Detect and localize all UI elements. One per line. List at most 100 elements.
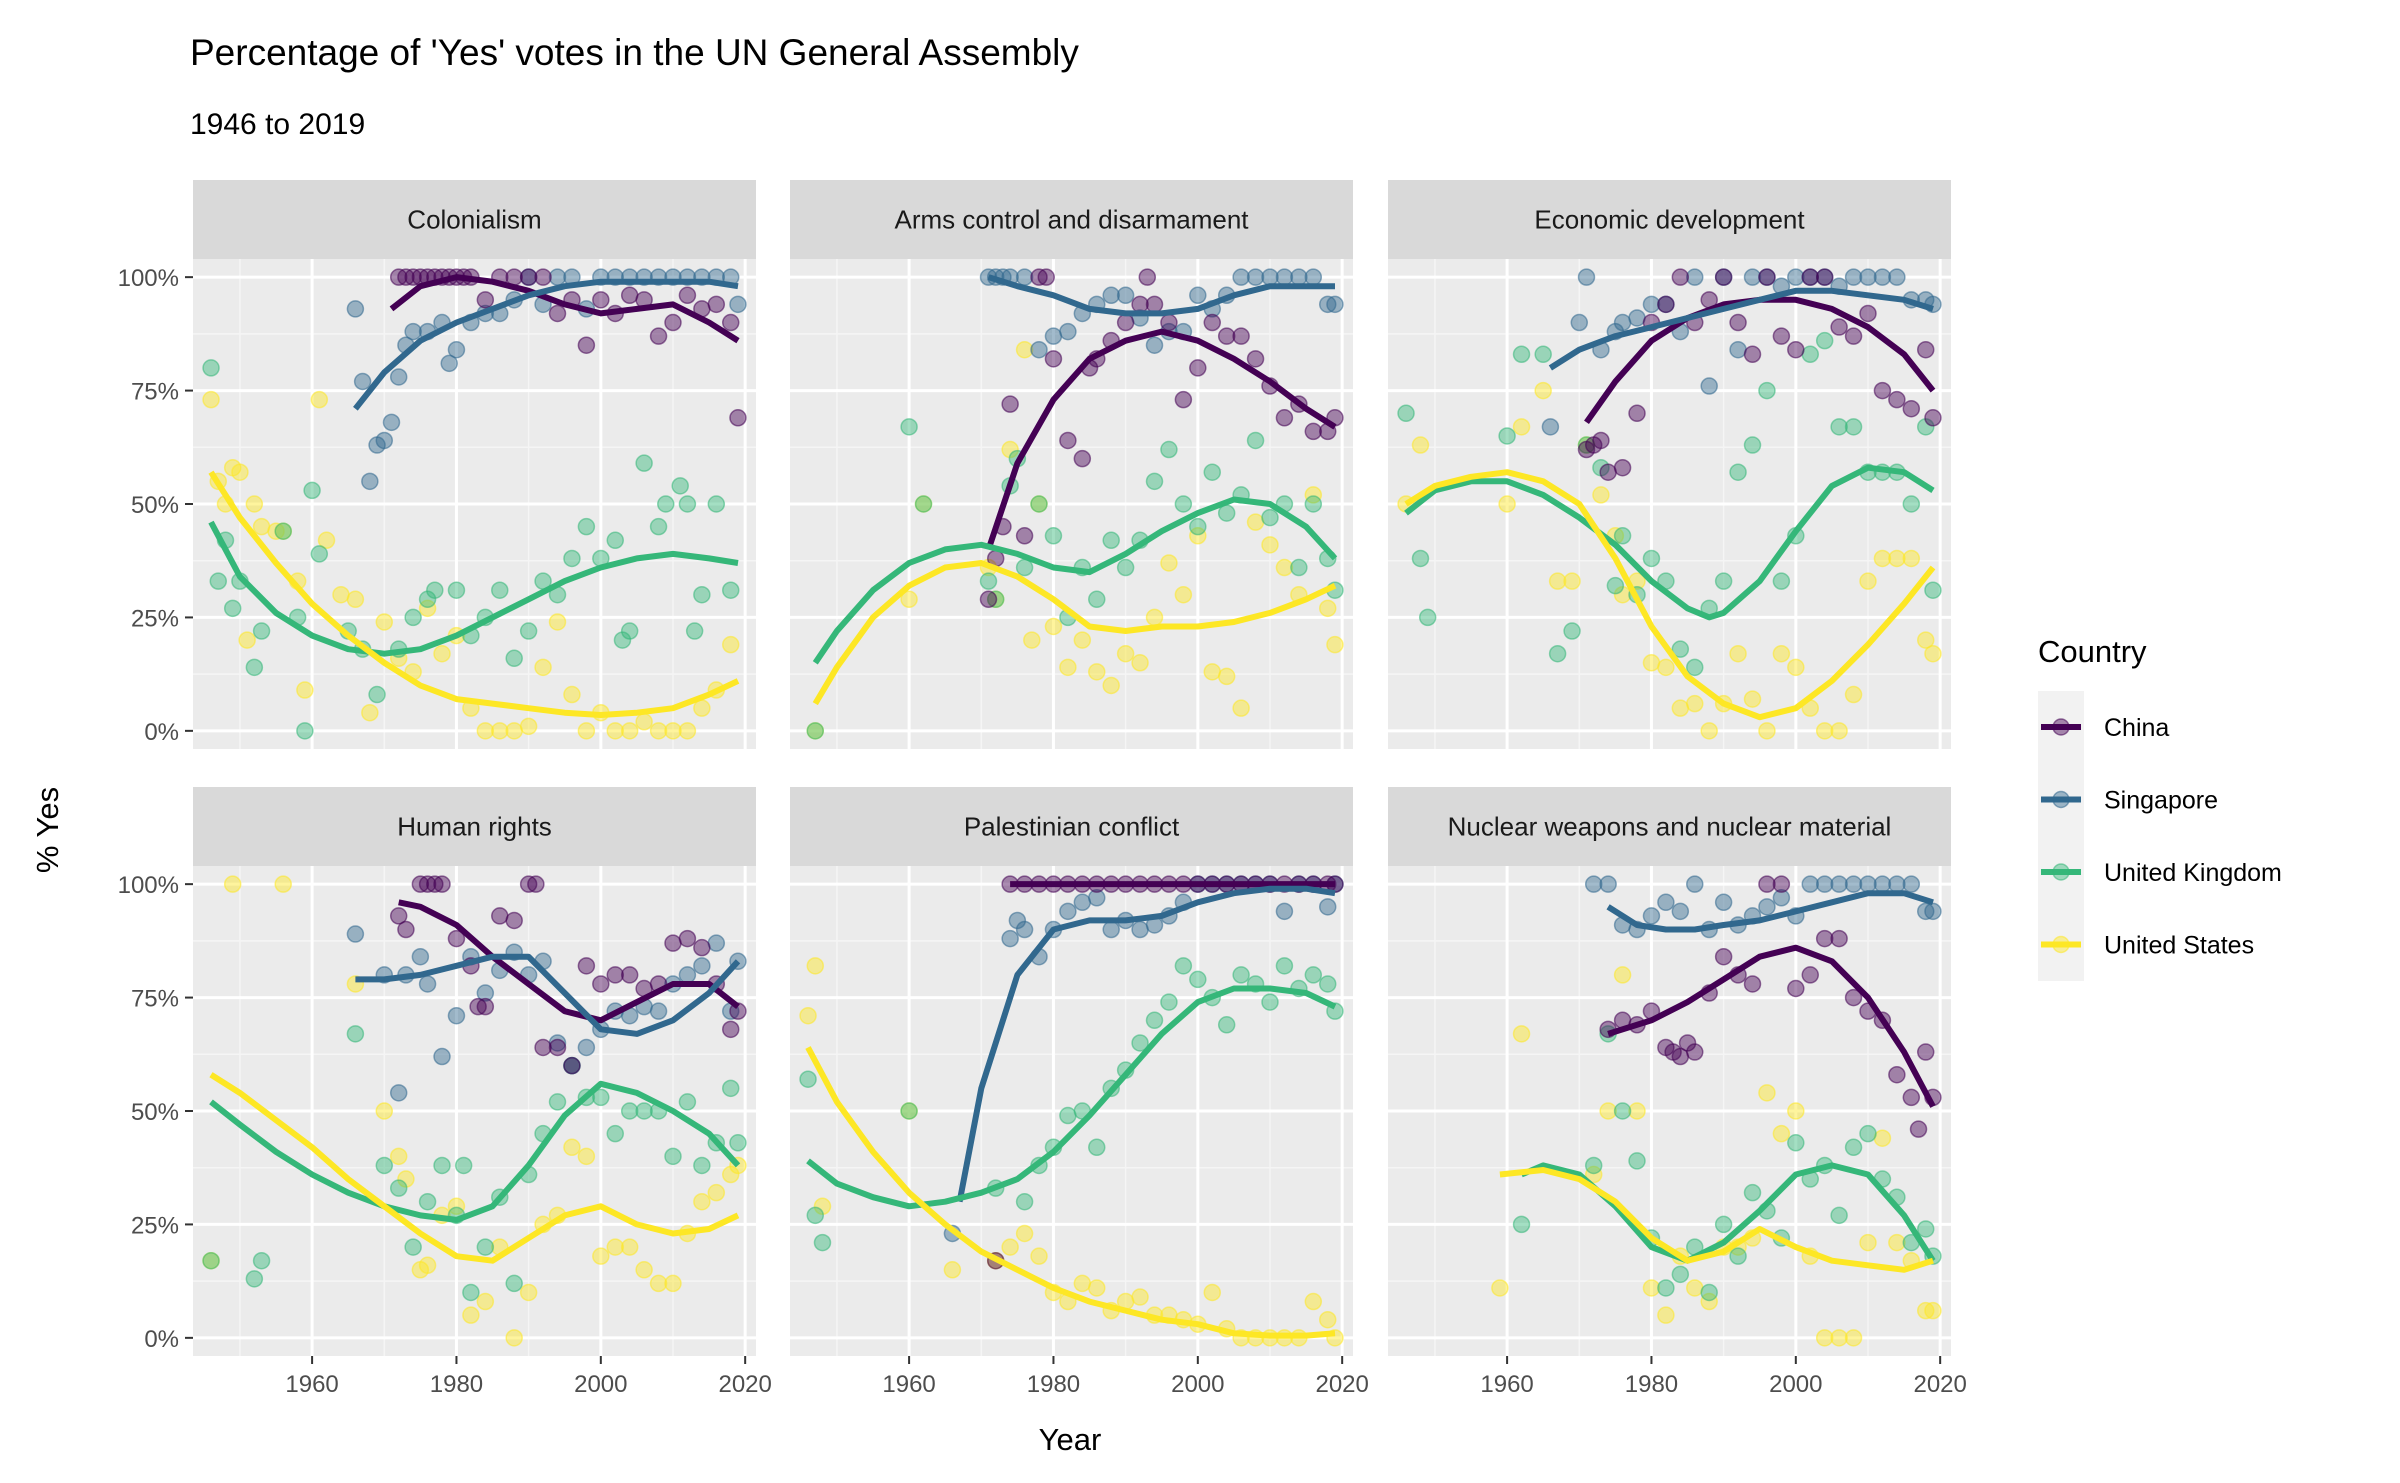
legend-point <box>2052 935 2070 954</box>
data-point <box>1088 663 1106 681</box>
data-point <box>411 875 430 893</box>
facet-arms-control-and-disarmament: Arms control and disarmament <box>790 180 1353 749</box>
data-point <box>1815 929 1834 948</box>
data-point <box>649 722 668 740</box>
data-point <box>389 268 408 286</box>
data-point <box>1729 340 1747 359</box>
points-singapore <box>979 268 1344 359</box>
data-point <box>447 929 466 948</box>
data-point <box>678 966 697 984</box>
data-point <box>447 340 466 359</box>
data-point <box>1015 1224 1034 1243</box>
data-point <box>620 622 639 640</box>
x-tick-label: 2000 <box>574 1371 627 1398</box>
data-point <box>1830 318 1848 336</box>
data-point <box>1326 635 1344 654</box>
y-tick-label: 25% <box>131 1212 179 1239</box>
points-china <box>979 268 1344 609</box>
trend-line-united-states <box>1404 469 1936 721</box>
data-point <box>1758 1084 1776 1102</box>
data-point <box>1743 1183 1762 1202</box>
data-point <box>1743 268 1762 286</box>
data-point <box>1498 427 1516 445</box>
data-point <box>1599 463 1617 481</box>
data-point <box>1512 345 1531 364</box>
data-point <box>900 418 918 436</box>
data-point <box>476 984 495 1002</box>
data-point <box>346 925 365 943</box>
data-point <box>1700 1292 1718 1311</box>
legend-point <box>2052 718 2070 736</box>
data-point <box>707 1183 726 1202</box>
data-point <box>635 454 653 472</box>
legend-label: Singapore <box>2104 787 2218 815</box>
legend: Country China Singapore United Kingdom Unit… <box>2038 634 2282 981</box>
data-point <box>1924 581 1942 599</box>
data-point <box>1859 1124 1877 1143</box>
data-point <box>231 463 249 481</box>
data-point <box>707 295 726 314</box>
data-point <box>1246 350 1265 368</box>
data-point <box>505 1274 523 1293</box>
data-point <box>1729 1247 1747 1265</box>
trend-line-singapore <box>353 278 739 411</box>
data-point <box>1512 1215 1531 1234</box>
chart-subtitle: 1946 to 2019 <box>190 108 365 141</box>
data-point <box>1916 902 1935 921</box>
data-point <box>1714 572 1733 590</box>
data-point <box>721 1079 740 1098</box>
data-point <box>1686 268 1704 286</box>
data-point <box>1411 436 1430 454</box>
data-point <box>1859 1233 1877 1252</box>
data-point <box>462 1306 480 1324</box>
points-united-kingdom <box>806 418 1344 740</box>
data-point <box>1700 722 1718 740</box>
data-point <box>813 1233 832 1252</box>
data-point <box>1160 993 1178 1011</box>
data-point <box>1318 295 1337 314</box>
data-point <box>635 1102 653 1120</box>
data-point <box>361 472 379 491</box>
data-point <box>440 354 458 373</box>
data-point <box>1758 381 1776 400</box>
data-point <box>707 495 726 513</box>
x-tick-label: 2020 <box>1315 1371 1368 1398</box>
data-point <box>252 622 271 640</box>
data-point <box>577 336 596 354</box>
data-point <box>729 1134 747 1152</box>
data-point <box>1059 1106 1077 1125</box>
data-point <box>433 1047 451 1066</box>
trend-line-singapore <box>355 953 741 1037</box>
y-tick-label: 0% <box>144 1326 179 1353</box>
y-tick-label: 75% <box>131 379 179 406</box>
data-point <box>1686 694 1704 713</box>
data-point <box>1261 508 1279 527</box>
data-point <box>418 599 437 618</box>
data-point <box>296 681 314 699</box>
data-point <box>1758 268 1776 286</box>
data-point <box>1498 495 1516 513</box>
data-point <box>1729 463 1747 481</box>
x-tick-label: 2000 <box>1769 1371 1822 1398</box>
data-point <box>245 495 264 513</box>
data-point <box>1563 622 1581 640</box>
data-point <box>1217 1016 1236 1034</box>
data-point <box>1275 409 1294 427</box>
data-point <box>1232 966 1250 984</box>
data-point <box>1642 907 1661 925</box>
data-point <box>577 517 596 536</box>
data-point <box>519 1283 538 1302</box>
data-point <box>1902 495 1921 513</box>
data-point <box>1657 1279 1675 1297</box>
data-point <box>1657 658 1675 677</box>
data-point <box>1044 527 1063 545</box>
data-point <box>418 1256 437 1275</box>
data-point <box>296 722 314 740</box>
data-point <box>1160 440 1178 459</box>
data-point <box>1743 690 1762 708</box>
data-point <box>1261 268 1279 286</box>
trend-line-singapore <box>956 885 1336 1203</box>
data-point <box>1059 431 1077 450</box>
trend-line-singapore <box>1548 287 1934 371</box>
data-point <box>375 1156 394 1175</box>
